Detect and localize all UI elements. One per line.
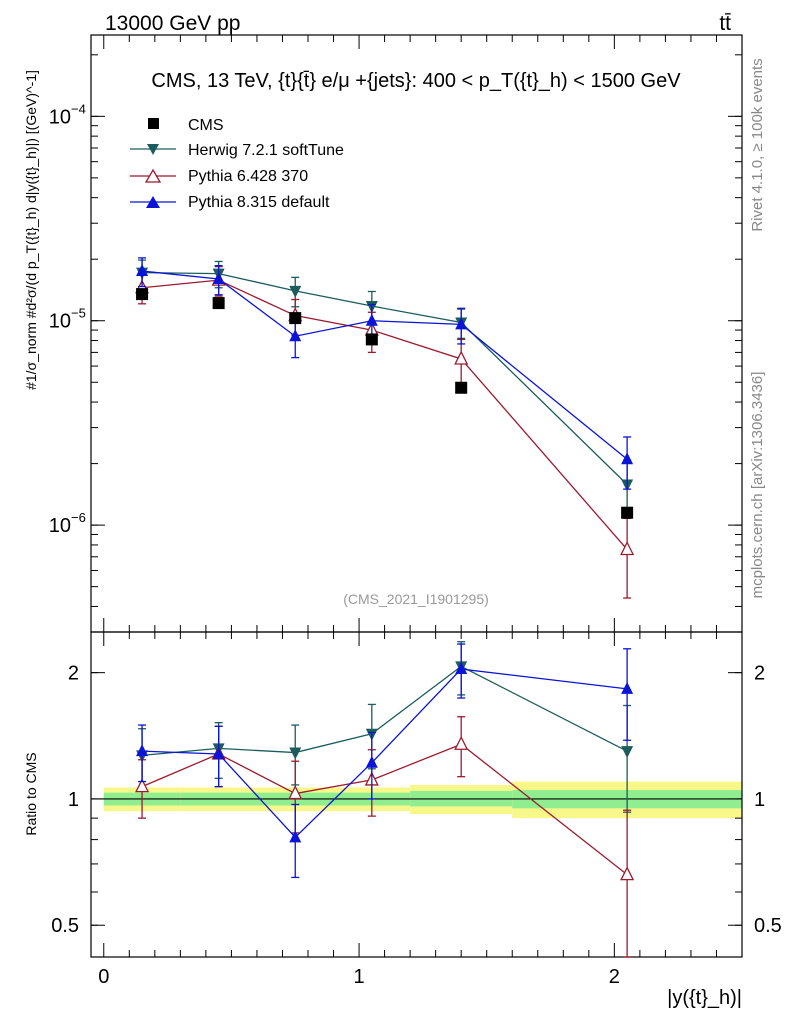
data-point	[620, 541, 635, 556]
series-line	[142, 668, 628, 839]
series-line	[141, 743, 628, 876]
data-point	[289, 747, 302, 760]
ratio-panel: Ratio to CMS |y({t}_h)| 0.5 0.5 1 1 2 2 0 1 2	[23, 631, 782, 1009]
mcplots-label: mcplots.cern.ch [arXiv:1306.3436]	[749, 372, 766, 599]
y-tick-label: 10	[49, 106, 71, 128]
data-point	[365, 333, 378, 346]
data-point	[621, 746, 634, 759]
x-tick-label: 0	[98, 966, 109, 988]
legend-label-herwig: Herwig 7.2.1 softTune	[188, 142, 344, 159]
legend-marker-herwig	[147, 144, 159, 155]
series-1	[136, 259, 634, 519]
series-2	[135, 265, 635, 599]
y-tick-label-right: 2	[754, 663, 765, 685]
y-tick-label-right: 0.5	[754, 915, 782, 937]
data-point	[455, 381, 468, 394]
data-point	[212, 746, 225, 759]
y-tick-exponent: −6	[71, 510, 86, 525]
data-point	[621, 506, 634, 519]
series-line	[141, 279, 628, 550]
legend-entry-pythia8: Pythia 8.315 default	[130, 194, 330, 211]
series-1	[135, 716, 635, 958]
data-point	[212, 297, 225, 310]
data-point	[135, 778, 150, 793]
x-tick-label: 2	[609, 966, 620, 988]
x-tick-label: 1	[353, 966, 364, 988]
ratio-series-layer	[135, 641, 635, 958]
legend-entry-cms: CMS	[148, 117, 224, 134]
data-point	[455, 662, 468, 675]
ratio-axes: 0.5 0.5 1 1 2 2 0 1 2	[51, 632, 782, 988]
y-tick-label: 10	[49, 515, 71, 537]
legend-marker-cms	[148, 118, 159, 129]
y-tick-label: 0.5	[51, 915, 79, 937]
beam-label: 13000 GeV pp	[105, 12, 240, 35]
y-tick-label: 1	[68, 789, 79, 811]
data-point	[455, 317, 468, 330]
data-point	[289, 285, 302, 298]
process-label: tt̄	[719, 12, 731, 35]
data-point	[365, 313, 378, 326]
data-point	[289, 312, 302, 325]
y-tick-exponent: −4	[71, 101, 86, 116]
data-point	[454, 350, 469, 365]
series-2	[136, 643, 634, 879]
data-point	[365, 755, 378, 768]
series-0	[136, 288, 634, 519]
y-tick-exponent: −5	[71, 306, 86, 321]
data-point	[621, 681, 634, 694]
series-line	[142, 271, 628, 485]
legend-label-pythia6: Pythia 6.428 370	[188, 168, 308, 185]
legend: CMS Herwig 7.2.1 softTune Pythia 6.428 3…	[130, 117, 344, 211]
data-point	[289, 329, 302, 342]
data-point	[454, 735, 469, 750]
rivet-label: Rivet 4.1.0, ≥ 100k events	[749, 58, 766, 231]
data-point	[136, 288, 149, 301]
data-point	[289, 830, 302, 843]
main-panel: CMS, 13 TeV, {t}{t̄} e/μ +{jets}: 400 < …	[23, 34, 743, 633]
data-point	[620, 866, 635, 881]
series-3	[136, 257, 634, 490]
legend-marker-pythia6	[144, 168, 162, 183]
legend-entry-herwig: Herwig 7.2.1 softTune	[130, 142, 344, 159]
main-axes: 10−610−510−4	[49, 35, 743, 632]
data-point	[212, 272, 225, 285]
y-tick-label: 10	[49, 311, 71, 333]
main-series-layer	[135, 257, 635, 599]
legend-label-pythia8: Pythia 8.315 default	[188, 194, 330, 211]
data-point	[621, 452, 634, 465]
ratio-y-axis-label: Ratio to CMS	[23, 752, 39, 835]
y-tick-label: 2	[68, 663, 79, 685]
series-line	[141, 665, 628, 757]
data-point	[288, 785, 303, 800]
y-tick-label-right: 1	[754, 789, 765, 811]
data-point	[136, 264, 149, 277]
legend-label-cms: CMS	[188, 117, 224, 134]
ratio-frame	[90, 631, 743, 958]
analysis-watermark: (CMS_2021_I1901295)	[343, 591, 489, 607]
uncertainty-bands	[103, 781, 742, 819]
data-point	[136, 744, 149, 757]
main-y-axis-label: #1/σ_norm #d²σ/(d p_T({t}_h) d|y({t}_h)|…	[23, 70, 39, 390]
series-line	[141, 270, 628, 460]
legend-marker-pythia8	[146, 196, 160, 208]
chart-title: CMS, 13 TeV, {t}{t̄} e/μ +{jets}: 400 < …	[151, 70, 681, 92]
x-axis-label: |y({t}_h)|	[667, 987, 742, 1009]
legend-entry-pythia6: Pythia 6.428 370	[130, 168, 308, 185]
